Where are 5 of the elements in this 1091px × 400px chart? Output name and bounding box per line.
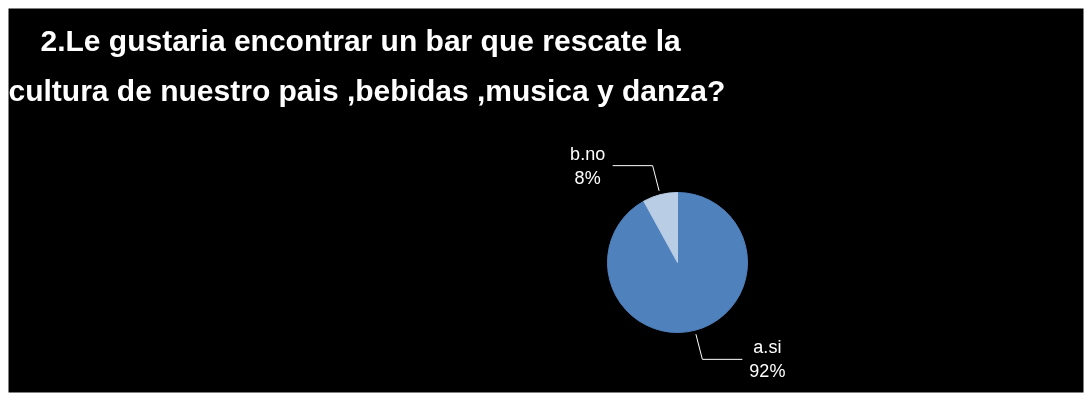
slice-label: b.no [570, 143, 606, 164]
chart-title: 2.Le gustaria encontrar un bar que rescate la cultura de nuestro pais ,bebidas ,musica y danza? [8, 24, 726, 107]
slice-label: a.si [753, 337, 782, 358]
data-label: 8% [574, 167, 601, 188]
data-label: 92% [749, 361, 786, 382]
